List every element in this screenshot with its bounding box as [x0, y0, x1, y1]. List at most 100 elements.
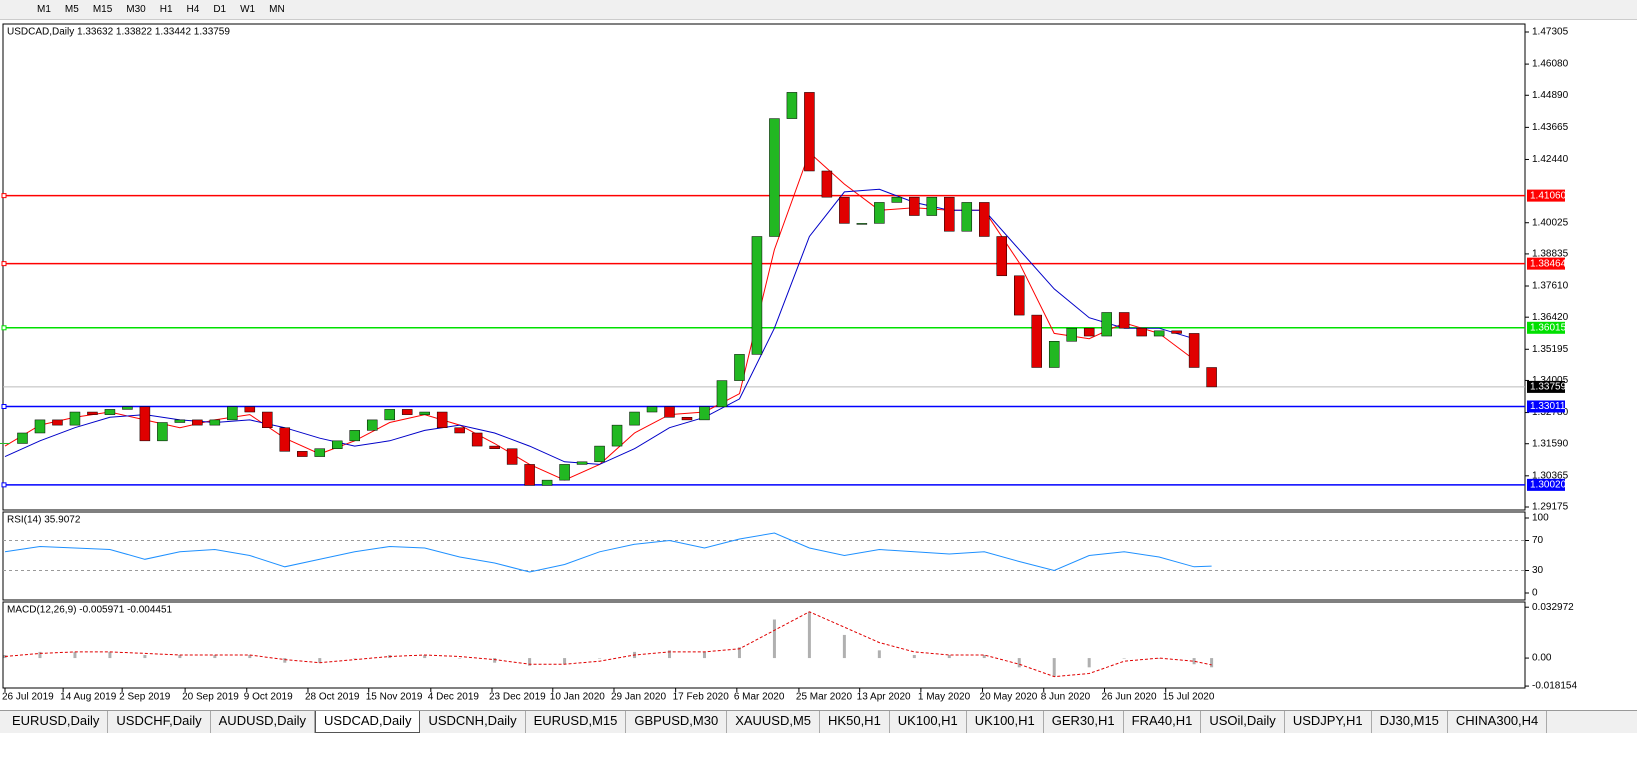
candle	[52, 419, 63, 426]
x-tick-label: 20 Sep 2019	[182, 692, 239, 703]
macd-bar	[283, 658, 287, 663]
y-tick-label: 1.32780	[1532, 407, 1569, 418]
macd-bar	[1052, 658, 1056, 677]
pane-frame	[2, 511, 1526, 601]
pane-title: MACD(12,26,9) -0.005971 -0.004451	[7, 605, 173, 616]
candle	[961, 202, 973, 232]
chart-tab[interactable]: EURUSD,M15	[526, 711, 627, 733]
chart-tab[interactable]: USOil,Daily	[1201, 711, 1285, 733]
x-tick-label: 25 Mar 2020	[796, 692, 853, 703]
level-label-box	[1527, 400, 1565, 413]
candle	[839, 196, 850, 224]
timeframe-button[interactable]: M5	[64, 4, 79, 15]
candle	[664, 406, 675, 418]
moving-average	[4, 188, 1195, 465]
macd-bar	[213, 654, 217, 659]
timeframe-button[interactable]: D1	[213, 4, 227, 15]
x-tick-label: 14 Aug 2019	[60, 692, 117, 703]
rsi-line	[4, 532, 1212, 573]
level-handle	[1, 261, 7, 267]
chart-tab[interactable]: DJ30,M15	[1372, 711, 1448, 733]
macd-bar	[912, 654, 916, 659]
candle	[262, 411, 273, 428]
chart-tab[interactable]: USDCAD,Daily	[315, 711, 421, 733]
x-tick-label: 20 May 2020	[980, 692, 1038, 703]
y-tick-label: 1.29175	[1532, 502, 1569, 513]
x-tick-label: 10 Jan 2020	[550, 692, 605, 703]
level-label: 1.36015	[1530, 322, 1567, 333]
pane-title: USDCAD,Daily 1.33632 1.33822 1.33442 1.3…	[7, 27, 230, 38]
candle	[891, 196, 903, 203]
chart-tab[interactable]: UK100,H1	[890, 711, 967, 733]
chart-tab[interactable]: XAUUSD,M5	[727, 711, 821, 733]
y-tick-label: 1.35195	[1532, 344, 1569, 355]
macd-bar	[3, 654, 7, 659]
chart-tab[interactable]: EURUSD,Daily	[4, 711, 109, 733]
macd-bar	[598, 658, 602, 659]
candle	[541, 479, 553, 486]
x-tick-label: 26 Jul 2019	[2, 692, 54, 703]
y-tick-label: 1.44890	[1532, 90, 1569, 101]
timeframe-button[interactable]: M30	[126, 4, 146, 15]
macd-bar	[842, 634, 846, 659]
x-tick-label: 17 Feb 2020	[673, 692, 730, 703]
candle	[227, 406, 238, 421]
candle	[1118, 312, 1130, 329]
candle	[139, 406, 151, 442]
macd-bar	[1157, 658, 1161, 659]
y-tick-label: 1.37610	[1532, 281, 1569, 292]
level-handle	[1, 193, 7, 199]
level-label-box	[1527, 257, 1565, 270]
candle	[192, 419, 203, 426]
timeframe-button[interactable]: H1	[159, 4, 173, 15]
candle	[874, 202, 885, 224]
timeframe-button[interactable]: M1	[37, 4, 51, 15]
chart-tab[interactable]: GER30,H1	[1044, 711, 1124, 733]
chart-tab[interactable]: HK50,H1	[820, 711, 890, 733]
macd-bar	[178, 654, 182, 659]
timeframe-button[interactable]: H4	[186, 4, 200, 15]
candle	[804, 92, 815, 172]
candle	[244, 406, 256, 413]
x-tick-label: 29 Jan 2020	[611, 692, 666, 703]
macd-bar	[353, 658, 357, 659]
x-tick-label: 4 Dec 2019	[428, 692, 480, 703]
timeframe-button[interactable]: MN	[269, 4, 285, 15]
timeframe-button[interactable]: W1	[240, 4, 256, 15]
candle	[734, 354, 745, 381]
candle	[856, 223, 868, 225]
candle	[314, 448, 326, 457]
candle	[926, 196, 938, 216]
macd-bar	[493, 658, 497, 663]
macd-bar	[702, 651, 706, 659]
x-tick-label: 8 Jun 2020	[1041, 692, 1091, 703]
chart-tab[interactable]: USDJPY,H1	[1285, 711, 1372, 733]
candle	[297, 451, 308, 457]
candle	[821, 170, 833, 198]
candle	[489, 445, 500, 449]
candle	[716, 380, 728, 408]
x-tick-label: 26 Jun 2020	[1101, 692, 1156, 703]
chart-tab[interactable]: UK100,H1	[967, 711, 1044, 733]
timeframe-button[interactable]: M15	[92, 4, 113, 15]
x-tick-label: 13 Apr 2020	[857, 692, 911, 703]
chart-tab[interactable]: AUDUSD,Daily	[211, 711, 316, 733]
chart-tab[interactable]: USDCHF,Daily	[108, 711, 211, 733]
macd-bar	[772, 619, 776, 659]
chart-tab[interactable]: USDCNH,Daily	[420, 711, 526, 733]
candle	[559, 464, 570, 481]
candle	[699, 406, 710, 421]
macd-bar	[1210, 658, 1214, 668]
candle	[157, 422, 168, 442]
pane-title: RSI(14) 35.9072	[7, 515, 81, 526]
chart-tab[interactable]: CHINA300,H4	[1448, 711, 1548, 733]
chart-tab[interactable]: GBPUSD,M30	[626, 711, 728, 733]
level-handle	[1, 325, 7, 331]
macd-bar	[108, 651, 112, 659]
chart-tab[interactable]: FRA40,H1	[1124, 711, 1202, 733]
x-tick-label: 28 Oct 2019	[305, 692, 360, 703]
y-tick-label: 70	[1532, 535, 1544, 546]
candle	[1066, 327, 1077, 342]
level-label-box	[1527, 478, 1565, 491]
candle	[524, 464, 535, 486]
